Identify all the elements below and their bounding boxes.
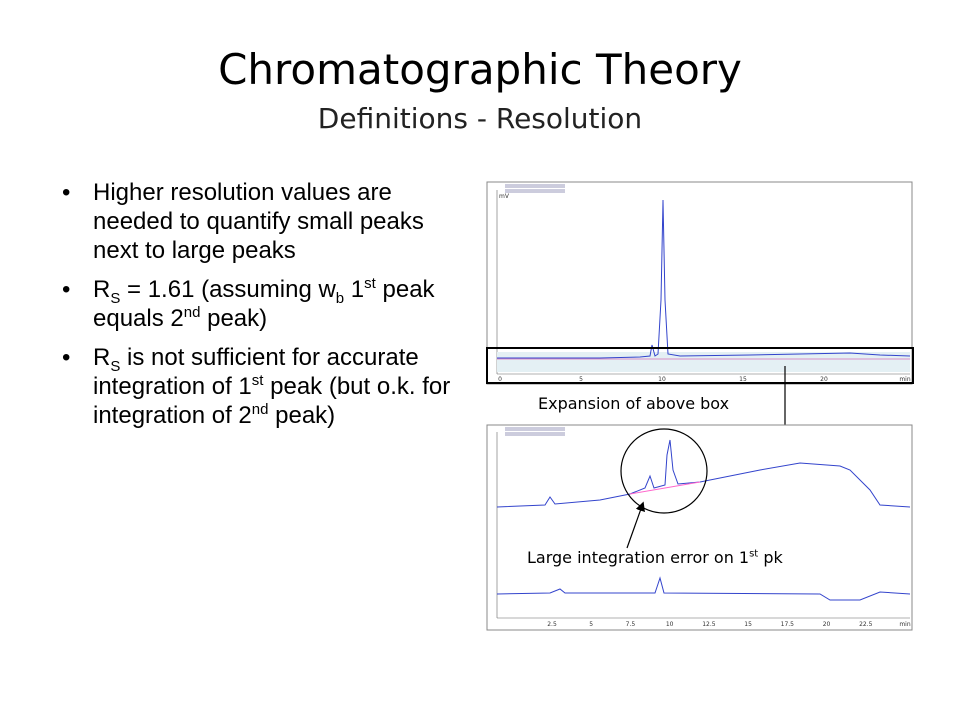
x-tick-label: 10 xyxy=(666,621,674,628)
bullet: RS is not sufficient for accurate integr… xyxy=(62,343,462,430)
x-tick-label: min xyxy=(899,376,911,383)
text-run: = 1.61 (assuming w xyxy=(120,276,336,303)
bullet-list: Higher resolution values are needed to q… xyxy=(62,178,462,440)
y-unit: mV xyxy=(499,193,510,200)
subtitle: Definitions - Resolution xyxy=(317,102,643,135)
subscript: S xyxy=(110,289,121,307)
supscript: nd xyxy=(183,304,201,321)
text-run: peak (but o.k. for integration of 2 xyxy=(93,373,451,429)
text-run: Large integration error on 1 xyxy=(527,548,750,567)
highlight-ellipse xyxy=(620,428,708,514)
x-tick-label: 5 xyxy=(589,621,593,628)
x-tick-label: 0 xyxy=(498,376,502,383)
text-run: Higher resolution values are needed to q… xyxy=(93,179,424,264)
text-run: R xyxy=(93,344,111,371)
x-tick-label: 17.5 xyxy=(781,621,795,628)
x-tick-label: 20 xyxy=(823,621,831,628)
bullet: RS = 1.61 (assuming wb 1st peak equals 2… xyxy=(62,275,462,333)
supscript: st xyxy=(749,548,759,560)
x-tick-label: 12.5 xyxy=(702,621,716,628)
x-tick-label: 5 xyxy=(579,376,583,383)
x-tick-label: 22.5 xyxy=(859,621,873,628)
x-tick-label: 15 xyxy=(739,376,747,383)
x-tick-label: min xyxy=(899,621,911,628)
subscript: S xyxy=(110,357,121,375)
x-tick-label: 20 xyxy=(820,376,828,383)
text-run: peak) xyxy=(268,402,336,429)
text-run: peak equals 2 xyxy=(93,276,435,332)
x-tick-label: 7.5 xyxy=(626,621,636,628)
highlight-box xyxy=(486,347,914,384)
title: Chromatographic Theory xyxy=(218,45,742,94)
supscript: st xyxy=(364,275,376,292)
supscript: st xyxy=(251,372,264,389)
bullet: Higher resolution values are needed to q… xyxy=(62,178,462,265)
x-tick-label: 2.5 xyxy=(547,621,557,628)
text-run: peak) xyxy=(200,305,268,332)
bottom-plot xyxy=(486,424,913,631)
box-caption: Expansion of above box xyxy=(538,394,730,413)
supscript: nd xyxy=(251,401,269,418)
text-run: is not sufficient for accurate integrati… xyxy=(93,344,419,400)
x-tick-label: 10 xyxy=(658,376,666,383)
subscript: b xyxy=(335,289,345,307)
error-caption: Large integration error on 1st pk xyxy=(527,548,783,567)
text-run: 1 xyxy=(344,276,365,303)
top-plot xyxy=(486,181,913,385)
x-tick-label: 15 xyxy=(744,621,752,628)
text-run: R xyxy=(93,276,111,303)
text-run: pk xyxy=(758,548,783,567)
